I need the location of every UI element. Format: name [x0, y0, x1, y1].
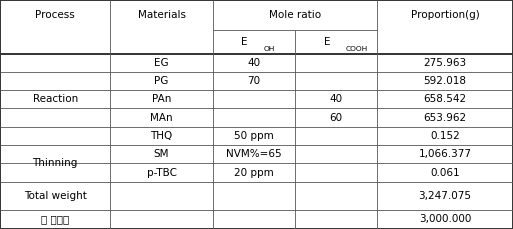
- Text: p-TBC: p-TBC: [147, 168, 176, 177]
- Text: PAn: PAn: [152, 94, 171, 104]
- Text: PG: PG: [154, 76, 169, 86]
- Text: 0.061: 0.061: [430, 168, 460, 177]
- Text: SM: SM: [154, 149, 169, 159]
- Text: OH: OH: [263, 46, 274, 52]
- Text: Mole ratio: Mole ratio: [269, 10, 321, 20]
- Text: Total weight: Total weight: [24, 191, 87, 201]
- Text: 653.962: 653.962: [423, 113, 467, 123]
- Text: 60: 60: [329, 113, 343, 123]
- Text: 40: 40: [247, 58, 261, 68]
- Text: Process: Process: [35, 10, 75, 20]
- Text: Proportion(g): Proportion(g): [410, 10, 480, 20]
- Text: Reaction: Reaction: [32, 94, 78, 104]
- Text: 275.963: 275.963: [423, 58, 467, 68]
- Text: 592.018: 592.018: [424, 76, 466, 86]
- Text: EG: EG: [154, 58, 169, 68]
- Text: 3,000.000: 3,000.000: [419, 214, 471, 224]
- Text: MAn: MAn: [150, 113, 173, 123]
- Text: 20 ppm: 20 ppm: [234, 168, 274, 177]
- Text: 3,247.075: 3,247.075: [419, 191, 471, 201]
- Text: 70: 70: [247, 76, 261, 86]
- Text: Materials: Materials: [137, 10, 186, 20]
- Text: 1,066.377: 1,066.377: [419, 149, 471, 159]
- Text: Thinning: Thinning: [32, 158, 78, 168]
- Text: NVM%=65: NVM%=65: [226, 149, 282, 159]
- Text: 실 제품량: 실 제품량: [41, 214, 69, 224]
- Text: 50 ppm: 50 ppm: [234, 131, 274, 141]
- Text: THQ: THQ: [150, 131, 173, 141]
- Text: 40: 40: [329, 94, 343, 104]
- Text: COOH: COOH: [345, 46, 367, 52]
- Text: E: E: [324, 37, 330, 47]
- Text: E: E: [242, 37, 248, 47]
- Text: 0.152: 0.152: [430, 131, 460, 141]
- Text: 658.542: 658.542: [423, 94, 467, 104]
